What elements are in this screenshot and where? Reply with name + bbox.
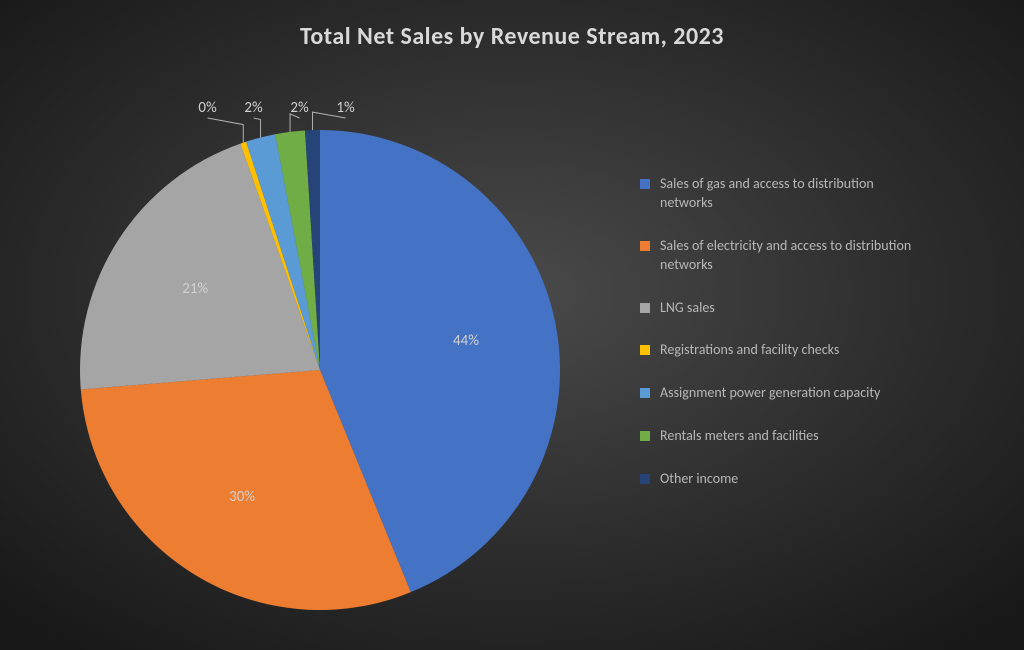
legend-label: Sales of gas and access to distribution … <box>660 175 920 213</box>
legend-item: Assignment power generation capacity <box>640 384 920 403</box>
legend-label: Assignment power generation capacity <box>660 384 880 403</box>
legend-item: LNG sales <box>640 299 920 318</box>
slice-percent-label: 44% <box>453 332 479 350</box>
legend-item: Rentals meters and facilities <box>640 427 920 446</box>
slice-percent-label: 21% <box>182 280 208 298</box>
legend-swatch <box>640 388 650 398</box>
leader-line <box>208 118 244 143</box>
slice-percent-label: 0% <box>198 99 216 117</box>
slice-percent-label: 1% <box>336 99 354 117</box>
legend-item: Sales of electricity and access to distr… <box>640 237 920 275</box>
legend-item: Sales of gas and access to distribution … <box>640 175 920 213</box>
slice-percent-label: 2% <box>290 99 308 117</box>
legend-label: Sales of electricity and access to distr… <box>660 237 920 275</box>
leader-line <box>254 118 261 137</box>
legend-swatch <box>640 474 650 484</box>
legend-label: LNG sales <box>660 299 715 318</box>
legend-swatch <box>640 431 650 441</box>
legend-label: Registrations and facility checks <box>660 341 839 360</box>
legend: Sales of gas and access to distribution … <box>640 175 920 513</box>
legend-label: Other income <box>660 470 738 489</box>
slice-percent-label: 2% <box>244 99 262 117</box>
legend-item: Registrations and facility checks <box>640 341 920 360</box>
chart-container: Total Net Sales by Revenue Stream, 2023 … <box>0 0 1024 650</box>
legend-item: Other income <box>640 470 920 489</box>
legend-swatch <box>640 179 650 189</box>
legend-swatch <box>640 241 650 251</box>
slice-percent-label: 30% <box>229 488 255 506</box>
legend-label: Rentals meters and facilities <box>660 427 819 446</box>
legend-swatch <box>640 345 650 355</box>
legend-swatch <box>640 303 650 313</box>
